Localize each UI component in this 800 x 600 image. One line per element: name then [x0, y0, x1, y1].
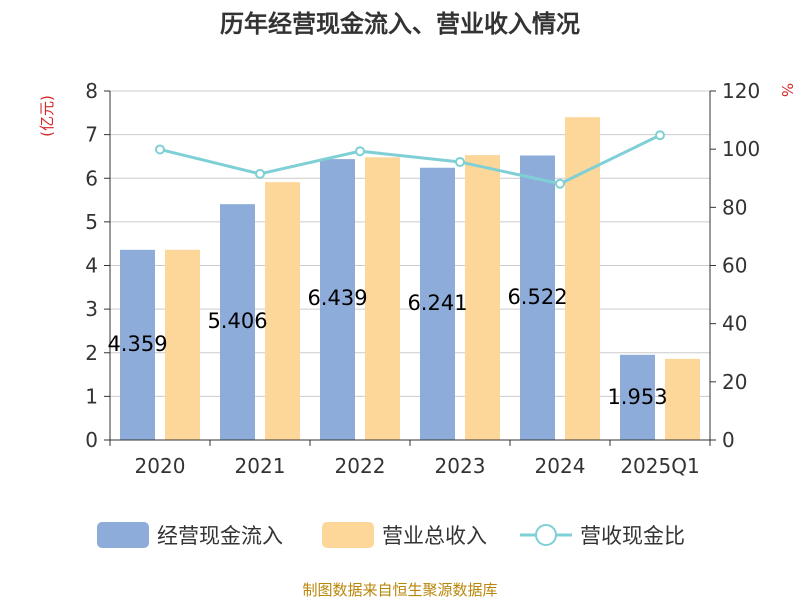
right-tick-label: 40	[722, 312, 747, 336]
bar-cash-inflow	[220, 204, 255, 440]
bar-cash-inflow	[420, 167, 455, 440]
right-axis-unit: %	[778, 83, 796, 97]
legend-marker	[535, 524, 557, 546]
bars	[120, 117, 700, 441]
x-tick-label: 2022	[335, 454, 386, 478]
data-label: 1.953	[607, 385, 667, 409]
data-label: 6.439	[307, 286, 367, 310]
bar-revenue	[265, 182, 300, 440]
data-label: 6.241	[407, 291, 467, 315]
gridlines	[110, 90, 710, 397]
ratio-point	[155, 144, 165, 155]
left-tick-label: 8	[85, 79, 98, 103]
right-tick-label: 20	[722, 370, 747, 394]
axes	[104, 90, 716, 446]
x-tick-label: 2024	[535, 454, 586, 478]
left-tick-label: 2	[85, 341, 98, 365]
x-tick-label: 2021	[235, 454, 286, 478]
legend-label: 营收现金比	[580, 524, 685, 548]
right-tick-label: 120	[722, 79, 760, 103]
x-tick-label: 2025Q1	[620, 454, 699, 478]
ratio-point	[255, 168, 265, 179]
right-tick-label: 80	[722, 195, 747, 219]
left-tick-label: 6	[85, 166, 98, 190]
bar-revenue	[665, 358, 700, 440]
source-note: 制图数据来自恒生聚源数据库	[302, 581, 497, 599]
left-tick-label: 1	[85, 384, 98, 408]
right-tick-label: 60	[722, 254, 747, 278]
left-tick-label: 0	[85, 428, 98, 452]
left-axis-unit: (亿元)	[38, 95, 56, 137]
ratio-line	[155, 130, 665, 189]
bar-revenue	[565, 117, 600, 441]
right-tick-label: 100	[722, 137, 760, 161]
right-tick-label: 0	[722, 428, 735, 452]
left-tick-label: 3	[85, 297, 98, 321]
ratio-point	[355, 146, 365, 157]
bar-cash-inflow	[520, 155, 555, 440]
ratio-point	[555, 178, 565, 189]
x-tick-label: 2020	[135, 454, 186, 478]
ratio-point	[655, 130, 665, 141]
bar-revenue	[365, 157, 400, 440]
legend: 经营现金流入 营业总收入 营收现金比	[97, 522, 685, 548]
bar-revenue	[465, 155, 500, 440]
data-labels: 4.359 5.406 6.439 6.241 6.522 1.953	[107, 285, 667, 409]
bar-cash-inflow	[320, 159, 355, 440]
legend-label: 营业总收入	[382, 524, 487, 548]
chart-title: 历年经营现金流入、营业收入情况	[220, 10, 580, 38]
data-label: 4.359	[107, 332, 167, 356]
left-tick-label: 4	[85, 254, 98, 278]
left-tick-label: 5	[85, 210, 98, 234]
left-tick-label: 7	[85, 123, 98, 147]
legend-swatch	[97, 522, 149, 548]
x-tick-label: 2023	[435, 454, 486, 478]
bar-cash-inflow	[120, 249, 155, 440]
bar-revenue	[165, 249, 200, 440]
data-label: 6.522	[507, 285, 567, 309]
ratio-point	[455, 156, 465, 167]
data-label: 5.406	[207, 309, 267, 333]
legend-label: 经营现金流入	[157, 524, 283, 548]
legend-swatch	[322, 522, 374, 548]
bar-cash-inflow	[620, 354, 655, 440]
ratio-line-path	[159, 133, 661, 186]
